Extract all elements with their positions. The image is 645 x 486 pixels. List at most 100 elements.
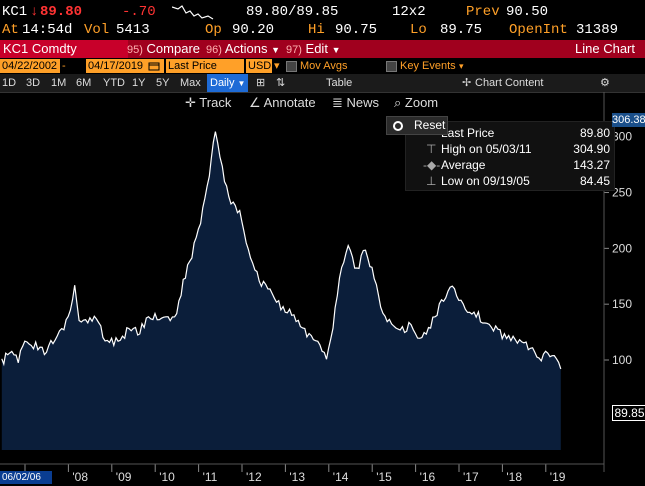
compare-num: 95) — [127, 44, 143, 56]
news-icon: ≣ — [332, 95, 343, 110]
track-button[interactable]: ✛ Track — [185, 93, 231, 113]
net-change: -.70 — [122, 4, 156, 20]
params-row: 04/22/2002 - 04/17/2019 Last Price USD ▾… — [0, 58, 645, 74]
quote-header: KC1 ↓ 89.80 -.70 89.80/89.85 12x2 Prev 9… — [0, 0, 645, 40]
date-separator: - — [62, 60, 66, 72]
legend-high-value: 304.90 — [573, 142, 610, 156]
annotate-button[interactable]: ∠ Annotate — [249, 93, 316, 113]
legend-last: Last Price 89.80 — [406, 125, 614, 141]
legend-high-label: High on 05/03/11 — [441, 142, 532, 156]
ticker[interactable]: KC1 — [2, 4, 28, 20]
y-tick-label: 100 — [612, 353, 632, 367]
y-tick-label: 250 — [612, 186, 632, 200]
edit-dropdown-icon: ▼ — [331, 45, 341, 55]
chart-type-icon[interactable]: ⊞ — [256, 77, 266, 89]
period-ytd[interactable]: YTD — [103, 77, 125, 89]
period-3d[interactable]: 3D — [26, 77, 41, 89]
period-1m[interactable]: 1M — [51, 77, 67, 89]
settings-gear-icon[interactable]: ⚙ — [600, 77, 610, 89]
period-5y[interactable]: 5Y — [156, 77, 170, 89]
low-marker-icon: ⊥ — [426, 174, 437, 188]
actions-button[interactable]: 96) Actions ▼ — [206, 40, 280, 58]
security-field[interactable]: KC1 Comdty — [0, 40, 128, 58]
start-date-field[interactable]: 04/22/2002 — [0, 59, 60, 73]
reset-button[interactable]: Reset — [386, 116, 448, 135]
chart-content-button[interactable]: Chart Content — [475, 77, 544, 89]
x-tick-label: '14 — [333, 470, 349, 484]
period-max[interactable]: Max — [180, 77, 201, 89]
legend-high: ⊤ High on 05/03/11 304.90 — [406, 141, 614, 157]
open-interest-label: OpenInt — [509, 22, 568, 38]
chart-content-icon[interactable]: ✢ — [462, 77, 472, 89]
key-events-checkbox[interactable] — [386, 60, 397, 72]
field-select[interactable]: Last Price — [166, 59, 244, 73]
legend-last-label: Last Price — [441, 126, 495, 140]
command-bar: KC1 Comdty 95) Compare 96) Actions ▼ 97)… — [0, 40, 645, 58]
x-tick-label: '18 — [506, 470, 522, 484]
actions-dropdown-icon: ▼ — [271, 45, 280, 55]
prev-label: Prev — [466, 4, 500, 20]
frequency-select[interactable]: Daily ▼ — [207, 74, 249, 92]
quote-time: 14:54d — [22, 22, 73, 38]
bid-ask: 89.80/89.85 — [246, 4, 339, 20]
view-name: Line Chart — [575, 41, 635, 56]
average-marker-icon: -◆- — [423, 158, 441, 172]
news-button[interactable]: ≣ News — [332, 93, 379, 113]
price-line — [1, 131, 562, 370]
x-tick-label: '17 — [463, 470, 479, 484]
period-6m[interactable]: 6M — [76, 77, 92, 89]
edit-num: 97) — [286, 44, 302, 56]
x-tick-label: '10 — [159, 470, 175, 484]
calendar-icon[interactable] — [148, 61, 160, 71]
end-date-field[interactable]: 04/17/2019 — [86, 59, 164, 73]
legend-last-value: 89.80 — [579, 126, 610, 140]
actions-num: 96) — [206, 44, 222, 56]
vol-label: Vol — [84, 22, 110, 38]
period-1d[interactable]: 1D — [2, 77, 17, 89]
reset-label: Reset — [414, 118, 446, 132]
zoom-label: Zoom — [404, 95, 439, 110]
x-tick-label: '08 — [72, 470, 88, 484]
compare-label: Compare — [146, 41, 200, 56]
legend-low-value: 84.45 — [579, 174, 610, 188]
open-price: 90.20 — [232, 22, 275, 38]
zoom-button[interactable]: ⌕ Zoom — [394, 93, 438, 113]
x-tick-label: '09 — [116, 470, 132, 484]
legend-low: ⊥ Low on 09/19/05 84.45 — [406, 173, 614, 189]
period-1y[interactable]: 1Y — [132, 77, 146, 89]
table-button[interactable]: Table — [326, 77, 353, 89]
x-tick-label: '12 — [246, 470, 262, 484]
legend-low-label: Low on 09/19/05 — [441, 174, 530, 188]
y-tick-label: 300 — [612, 130, 632, 144]
news-label: News — [346, 95, 380, 110]
at-label: At — [2, 22, 19, 38]
key-events-toggle[interactable]: Key Events — [386, 59, 456, 73]
low-price: 89.75 — [440, 22, 483, 38]
annotate-label: Annotate — [263, 95, 316, 110]
last-price: 89.80 — [40, 4, 83, 20]
pencil-icon: ∠ — [249, 95, 261, 110]
track-label: Track — [199, 95, 232, 110]
mov-avgs-checkbox[interactable] — [286, 60, 297, 72]
sort-arrows-icon[interactable]: ⇅ — [276, 77, 286, 89]
x-tick-label: '13 — [289, 470, 305, 484]
low-label: Lo — [410, 22, 427, 38]
y-axis: 100 150 200 250 300 — [604, 130, 632, 367]
y-tick-label: 150 — [612, 297, 632, 311]
currency-dropdown-icon[interactable]: ▾ — [274, 60, 280, 72]
edit-button[interactable]: 97) Edit ▼ — [286, 40, 340, 58]
key-events-label: Key Events — [400, 60, 456, 72]
down-arrow-icon: ↓ — [30, 4, 39, 20]
x-axis: '07'08'09'10'11'12'13'14'15'16'17'18'19 — [0, 463, 604, 484]
high-label: Hi — [308, 22, 325, 38]
y-tick-label: 200 — [612, 241, 632, 255]
mov-avgs-toggle[interactable]: Mov Avgs — [286, 59, 348, 73]
legend-average-label: Average — [441, 158, 486, 172]
price-area — [1, 131, 561, 450]
currency-select[interactable]: USD — [246, 59, 272, 73]
compare-button[interactable]: 95) Compare — [127, 40, 200, 58]
key-events-dropdown-icon[interactable]: ▾ — [459, 61, 464, 71]
high-marker-icon: ⊤ — [426, 142, 437, 156]
sparkline-icon — [172, 5, 214, 20]
